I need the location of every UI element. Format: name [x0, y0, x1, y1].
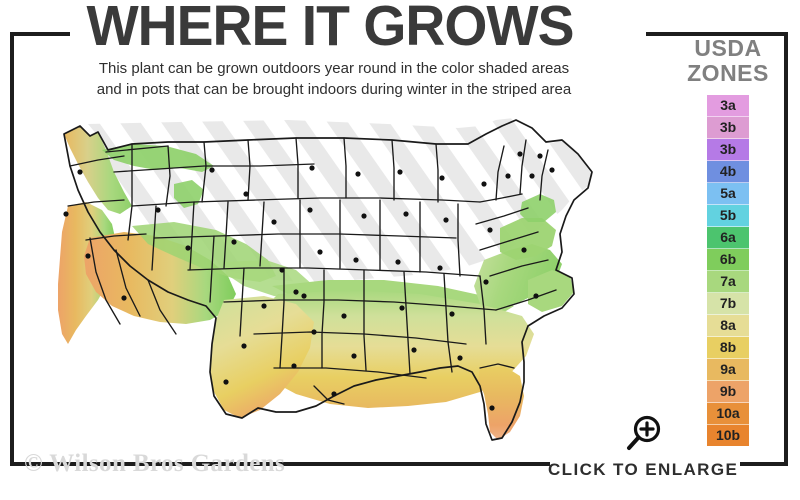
city-dot	[395, 259, 401, 265]
zone-swatch-8a-10: 8a	[707, 315, 749, 337]
frame-bottom-left-border	[10, 462, 550, 466]
shaded-pacific-northwest	[64, 126, 132, 214]
city-dot	[439, 175, 445, 181]
city-dot	[271, 219, 277, 225]
city-dot	[301, 293, 307, 299]
city-dot	[437, 265, 443, 271]
shaded-carolina-coast	[528, 270, 574, 312]
city-dot	[223, 379, 229, 385]
city-dot	[403, 211, 409, 217]
city-dot	[261, 303, 267, 309]
city-dot	[209, 167, 215, 173]
legend-title-line-1: USDA	[694, 35, 762, 61]
city-dot	[311, 329, 317, 335]
shaded-northeast-coastal-sliver	[520, 194, 556, 222]
city-dot	[537, 153, 543, 159]
shaded-inland-northwest	[102, 144, 214, 172]
zone-swatch-10b-15: 10b	[707, 425, 749, 446]
page-title: WHERE IT GROWS	[86, 0, 574, 58]
subtitle-line-2: and in pots that can be brought indoors …	[96, 81, 572, 98]
magnifier-plus-icon[interactable]	[621, 414, 665, 454]
zone-swatch-9b-13: 9b	[707, 381, 749, 403]
city-dot	[85, 253, 91, 259]
zone-swatch-6a-6: 6a	[707, 227, 749, 249]
city-dot	[397, 169, 403, 175]
city-dot	[353, 257, 359, 263]
zone-swatch-10a-14: 10a	[707, 403, 749, 425]
national-outline	[63, 119, 593, 441]
city-dot	[155, 207, 161, 213]
shaded-florida	[478, 366, 524, 440]
watermark: © Wilson Bros Gardens	[24, 450, 286, 477]
city-dot	[291, 363, 297, 369]
city-dot	[355, 171, 361, 177]
city-dot	[331, 391, 337, 397]
city-dot	[533, 293, 539, 299]
city-dot	[487, 227, 493, 233]
zone-swatch-3b-2: 3b	[707, 139, 749, 161]
city-dot	[505, 173, 511, 179]
city-dot	[483, 279, 489, 285]
shaded-deep-south	[246, 290, 534, 408]
usda-zone-map[interactable]	[28, 110, 668, 460]
city-dot	[481, 181, 487, 187]
city-dot	[361, 213, 367, 219]
shaded-texas	[210, 296, 314, 418]
subtitle-line-1: This plant can be grown outdoors year ro…	[98, 60, 570, 77]
frame-bottom-right-border	[740, 462, 788, 466]
click-to-enlarge-label[interactable]: CLICK TO ENLARGE	[548, 460, 739, 479]
city-dot	[293, 289, 299, 295]
city-dot	[307, 207, 313, 213]
city-dot	[77, 169, 83, 175]
frame-top-left-border	[10, 32, 70, 36]
zone-swatch-7a-8: 7a	[707, 271, 749, 293]
city-dot	[549, 167, 555, 173]
city-dots	[63, 151, 555, 411]
city-dot	[231, 239, 237, 245]
zone-swatch-4b-3: 4b	[707, 161, 749, 183]
zone-swatch-5a-4: 5a	[707, 183, 749, 205]
city-dot	[351, 353, 357, 359]
legend-title: USDA ZONES	[672, 36, 784, 86]
city-dot	[457, 355, 463, 361]
zone-swatch-9a-12: 9a	[707, 359, 749, 381]
city-dot	[521, 247, 527, 253]
click-to-enlarge-control[interactable]: CLICK TO ENLARGE	[548, 414, 738, 480]
city-dot	[279, 267, 285, 273]
city-dot	[517, 151, 523, 157]
city-dot	[399, 305, 405, 311]
zone-swatch-5b-5: 5b	[707, 205, 749, 227]
zone-swatch-6b-7: 6b	[707, 249, 749, 271]
frame-right-border	[784, 32, 788, 466]
zone-swatch-list: 3a 3b 3b 4b 5a 5b 6a 6b 7a 7b 8a 8b 9a 9b 10a 10b	[707, 95, 749, 446]
frame-top-right-border	[646, 32, 788, 36]
city-dot	[341, 313, 347, 319]
map-graphic	[58, 118, 594, 441]
zone-swatch-3b-1: 3b	[707, 117, 749, 139]
city-dot	[443, 217, 449, 223]
city-dot	[317, 249, 323, 255]
city-dot	[243, 191, 249, 197]
zone-swatch-3a-0: 3a	[707, 95, 749, 117]
state-outlines	[63, 119, 593, 441]
city-dot	[185, 245, 191, 251]
city-dot	[449, 311, 455, 317]
city-dot	[529, 173, 535, 179]
city-dot	[489, 405, 495, 411]
city-dot	[309, 165, 315, 171]
usda-zones-legend: USDA ZONES 3a 3b 3b 4b 5a 5b 6a 6b 7a 7b 8a 8b 9a 9b 1…	[672, 36, 784, 446]
zone-swatch-8b-11: 8b	[707, 337, 749, 359]
city-dot	[121, 295, 127, 301]
shaded-idaho-green	[174, 180, 204, 208]
city-dot	[411, 347, 417, 353]
shaded-mid-atlantic-green	[500, 218, 556, 260]
zone-swatch-7b-9: 7b	[707, 293, 749, 315]
city-dot	[241, 343, 247, 349]
legend-title-line-2: ZONES	[687, 60, 769, 86]
frame-left-border	[10, 32, 14, 466]
city-dot	[63, 211, 69, 217]
subtitle: This plant can be grown outdoors year ro…	[34, 58, 634, 100]
